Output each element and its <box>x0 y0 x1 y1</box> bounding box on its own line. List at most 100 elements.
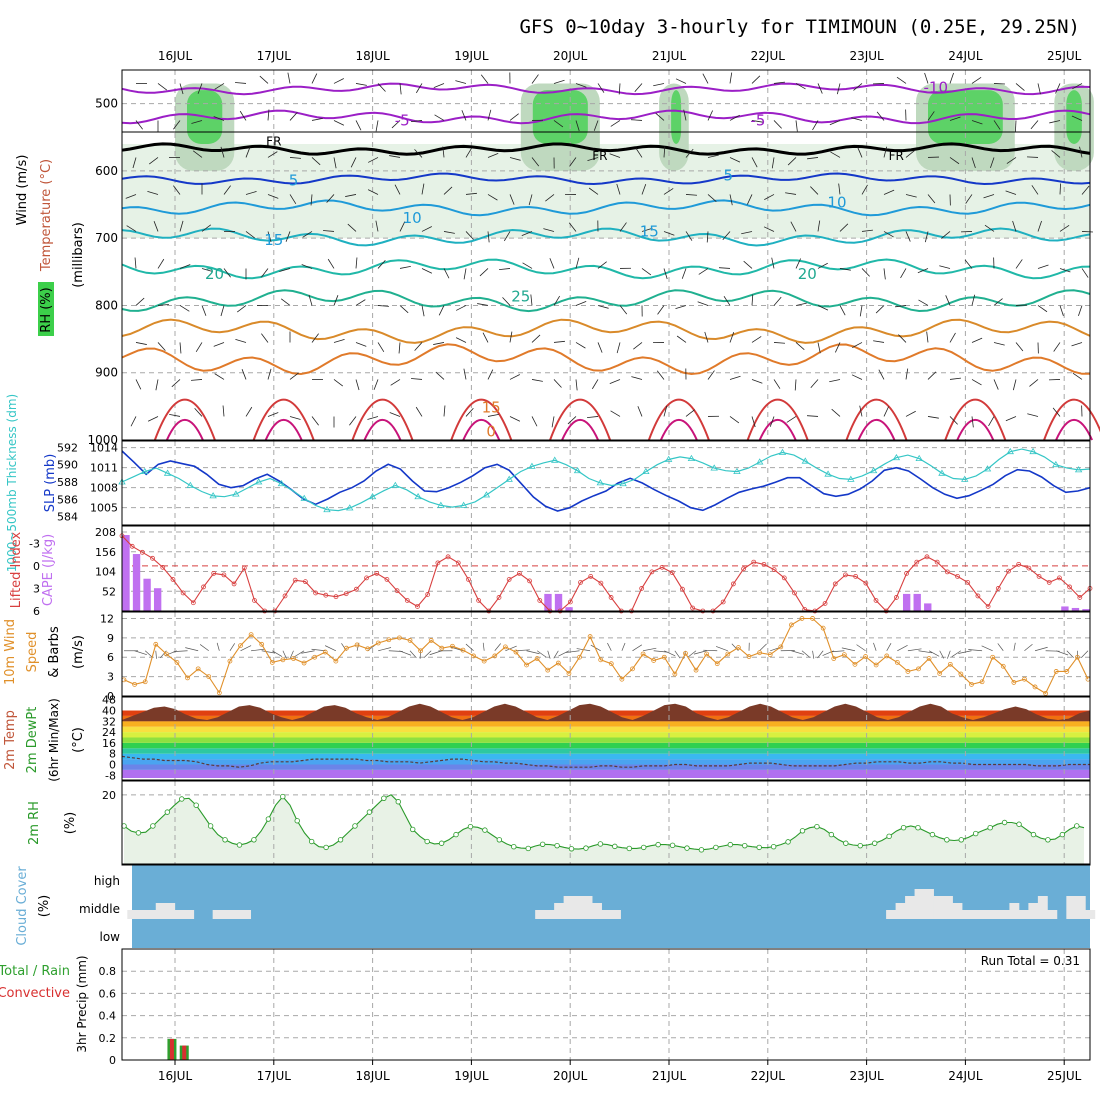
wind-barb <box>179 220 184 232</box>
wind-barb <box>367 189 379 195</box>
thickness-point <box>414 492 422 500</box>
lifted-index-point <box>944 569 950 575</box>
cape-bar <box>913 593 921 611</box>
wind-barb <box>810 379 819 389</box>
cloud-panel-top-edge <box>121 131 1091 866</box>
wind-barb <box>499 268 511 271</box>
thickness-point <box>346 504 354 511</box>
wind-barb <box>377 305 389 307</box>
lifted-index-tick-label: 0 <box>33 560 40 573</box>
wind-barb <box>245 191 257 195</box>
wind-barb <box>795 342 805 350</box>
wind-barb <box>795 83 806 90</box>
ylabel-precip: 3hr Precip (mm) <box>75 955 89 1052</box>
cloud-middle-block <box>1085 910 1096 919</box>
wind-barb <box>1015 259 1023 269</box>
ylabel-cloud-cover: Cloud Cover <box>15 866 30 946</box>
lifted-index-tick-label: 3 <box>33 582 40 595</box>
temperature-max-area <box>122 703 1090 722</box>
lifted-index-point <box>669 570 675 576</box>
cloud-middle-block <box>231 910 242 919</box>
wind-barb <box>553 79 565 84</box>
thickness-point <box>551 456 559 463</box>
wind-speed-point <box>693 667 699 673</box>
temperature-contour <box>121 289 1091 313</box>
thickness-point <box>733 467 741 474</box>
wind-speed-point <box>863 654 868 659</box>
rh-point <box>539 841 546 847</box>
rh-point <box>612 843 618 850</box>
wind-barb <box>509 331 513 343</box>
wind-barb <box>482 332 489 343</box>
surface-wind-barb <box>1080 650 1089 659</box>
cloud-middle-block <box>990 910 1001 919</box>
lifted-index-point <box>924 554 930 560</box>
wind-speed-point <box>926 656 932 661</box>
surface-wind-barb <box>643 647 657 652</box>
wind-barb <box>806 415 819 417</box>
wind-speed-point <box>810 616 815 621</box>
wind-speed-point <box>566 670 572 676</box>
wind-barb <box>301 264 313 269</box>
rh-point <box>987 824 993 831</box>
lifted-index-point <box>313 590 319 596</box>
wind-barb <box>1015 342 1024 352</box>
rh-point <box>785 839 791 845</box>
slp-line <box>121 450 1091 512</box>
wind-barb <box>411 378 423 380</box>
lifted-index-point <box>730 581 736 587</box>
wind-tick-label: 9 <box>107 632 114 645</box>
ylabel-temp-units: (°C) <box>71 727 86 753</box>
wind-barb <box>631 376 643 380</box>
wind-barb <box>545 194 555 202</box>
wind-speed-point <box>704 651 710 657</box>
wind-barb <box>927 111 935 121</box>
lifted-index-point <box>720 599 726 605</box>
lifted-index-point <box>353 586 359 592</box>
lifted-index-point <box>1057 575 1062 581</box>
rh-point <box>900 824 907 831</box>
cloud-middle-block <box>971 910 982 919</box>
rh-point <box>554 842 560 849</box>
rh-point <box>944 837 950 843</box>
surface-wind-barb <box>526 650 540 655</box>
temperature-contour-hot <box>450 398 513 441</box>
wind-barb <box>883 268 886 280</box>
wind-barb <box>707 154 719 158</box>
wind-barb <box>333 78 344 84</box>
rh-point <box>843 840 849 846</box>
lifted-index-point <box>771 567 777 573</box>
wind-barb <box>125 194 137 199</box>
temperature-contour-label: -5 <box>395 111 410 129</box>
wind-barb <box>741 231 753 235</box>
wind-speed-point <box>736 645 741 650</box>
thickness-point <box>163 469 172 476</box>
surface-wind-barb <box>817 650 824 659</box>
wind-barb <box>171 379 181 388</box>
wind-barb <box>597 305 609 309</box>
cape-bar <box>924 603 932 611</box>
wind-barb <box>1005 190 1017 195</box>
wind-barb <box>1072 83 1083 90</box>
wind-barb <box>214 373 225 380</box>
lifted-index-point <box>221 572 227 578</box>
wind-barb <box>355 342 367 347</box>
wind-barb <box>421 183 425 195</box>
wind-barb <box>377 260 386 269</box>
rh-point <box>410 826 416 833</box>
lifted-index-point <box>853 573 859 579</box>
ylabel-speed: Speed <box>25 632 40 673</box>
wind-barb <box>993 379 999 390</box>
wind-barb <box>333 379 344 387</box>
wind-barb <box>414 342 423 351</box>
wind-barb <box>311 416 319 426</box>
wind-barb <box>905 231 911 242</box>
cloud-middle-block <box>146 910 157 919</box>
wind-barb <box>829 379 841 383</box>
cloud-middle-block <box>1028 903 1039 919</box>
ylabel-total-rain: Total / Rain <box>0 964 70 979</box>
ylabel-cape: CAPE (J/kg) <box>41 534 56 606</box>
wind-barb <box>924 72 929 84</box>
wind-barb <box>267 368 272 380</box>
date-label-top: 16JUL <box>158 49 193 63</box>
